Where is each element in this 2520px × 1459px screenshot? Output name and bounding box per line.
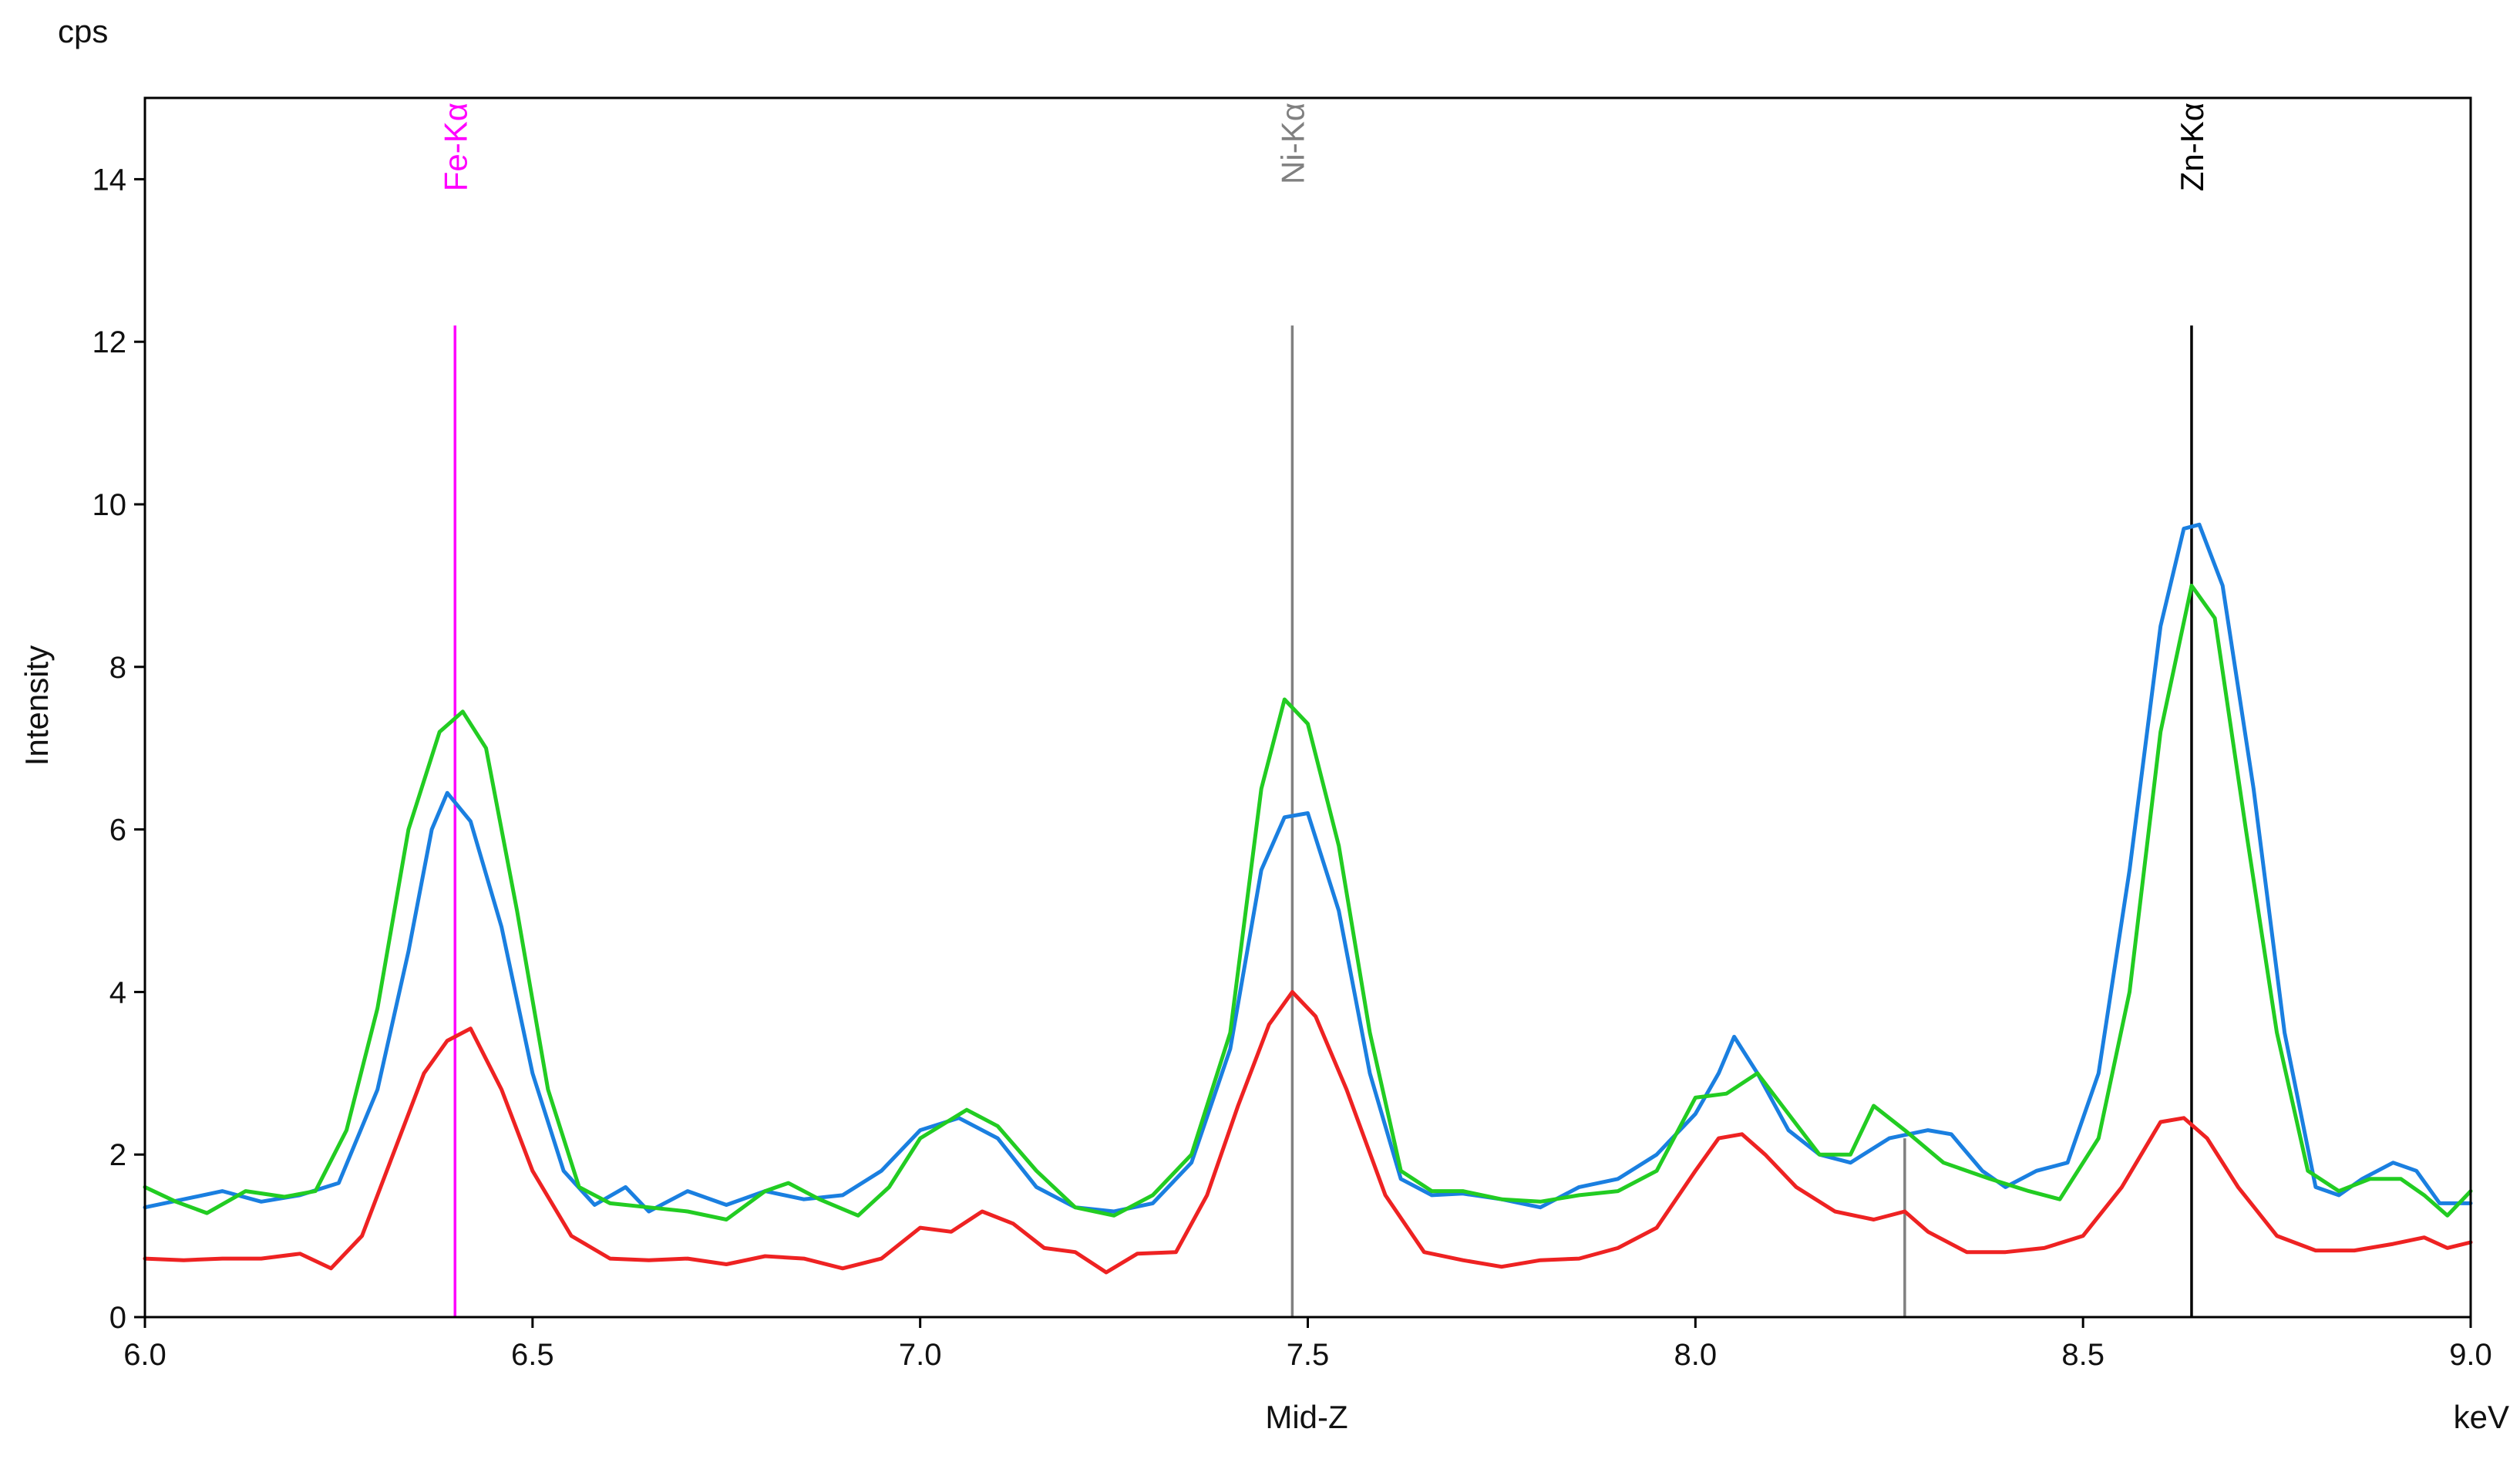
y-tick-label-6: 12 (93, 325, 127, 359)
series-line-2 (143, 989, 2473, 1275)
y-tick-label-2: 4 (109, 975, 126, 1009)
x-tick-label-4: 8.0 (1674, 1338, 1718, 1372)
y-tick-label-3: 6 (109, 814, 126, 847)
y-axis: 0 2 4 6 8 10 12 14 (93, 163, 145, 1335)
y-tick-label-0: 0 (109, 1301, 126, 1335)
x-axis: 6.0 6.5 7.0 7.5 8.0 8.5 9.0 (123, 1317, 2492, 1372)
y-tick-label-7: 14 (93, 163, 127, 197)
x-axis-unit: keV (2454, 1399, 2509, 1435)
series-line-0 (143, 522, 2473, 1214)
y-tick-label-5: 10 (93, 488, 127, 522)
x-tick-label-3: 7.5 (1287, 1338, 1330, 1372)
x-axis-title: Mid-Z (1265, 1399, 1347, 1435)
element-line-label-2: Zn-Kα (2174, 103, 2210, 191)
x-tick-label-6: 9.0 (2449, 1338, 2492, 1372)
y-tick-label-4: 8 (109, 651, 126, 685)
element-line-label-0: Fe-Kα (437, 103, 473, 191)
x-tick-label-0: 6.0 (123, 1338, 167, 1372)
element-line-label-1: Ni-Kα (1274, 103, 1310, 184)
x-tick-label-2: 7.0 (899, 1338, 942, 1372)
x-tick-label-1: 6.5 (511, 1338, 554, 1372)
series-line-1 (143, 583, 2473, 1221)
series-layer (143, 522, 2473, 1275)
x-tick-label-5: 8.5 (2061, 1338, 2104, 1372)
y-axis-title: Intensity (19, 645, 55, 766)
y-axis-unit: cps (58, 13, 108, 49)
y-tick-label-1: 2 (109, 1138, 126, 1172)
element-lines: Fe-Kα Ni-Kα Zn-Kα (437, 103, 2210, 1317)
